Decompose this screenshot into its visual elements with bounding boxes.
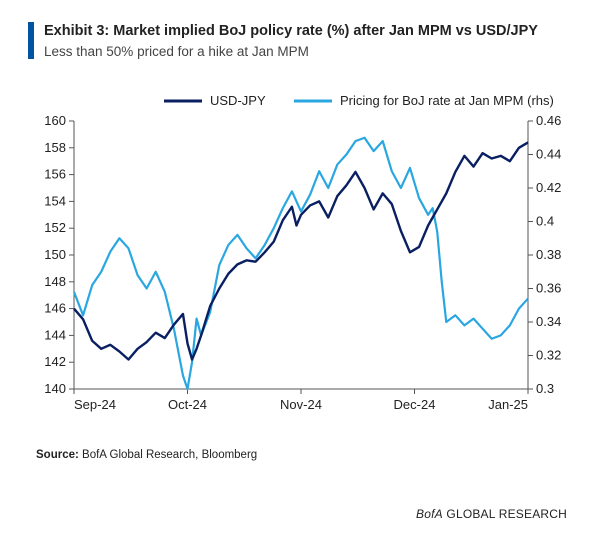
y-left-label: 142 [44,354,66,369]
title-row: Exhibit 3: Market implied BoJ policy rat… [28,22,563,59]
y-left-label: 158 [44,139,66,154]
y-left-label: 150 [44,247,66,262]
chart-header: Exhibit 3: Market implied BoJ policy rat… [0,0,591,65]
y-left-label: 160 [44,113,66,128]
y-left-label: 148 [44,273,66,288]
y-left-label: 152 [44,220,66,235]
source-line: Source: BofA Global Research, Bloomberg [36,449,591,461]
y-left-label: 144 [44,327,66,342]
x-label: Jan-25 [488,397,528,412]
x-label: Dec-24 [394,397,436,412]
y-left-label: 154 [44,193,66,208]
y-right-label: 0.46 [536,113,561,128]
source-text: BofA Global Research, Bloomberg [82,449,257,461]
y-right-label: 0.36 [536,280,561,295]
y-right-label: 0.4 [536,213,554,228]
chart-subtitle: Less than 50% priced for a hike at Jan M… [44,44,538,59]
y-left-label: 140 [44,381,66,396]
y-right-label: 0.34 [536,314,561,329]
brand-text: GLOBAL RESEARCH [446,507,567,521]
series-boj-rate [74,137,528,388]
chart-container: USD-JPY Pricing for BoJ rate at Jan MPM (… [28,79,568,439]
legend-label-2: Pricing for BoJ rate at Jan MPM (rhs) [340,93,554,108]
y-right-label: 0.38 [536,247,561,262]
y-right-label: 0.32 [536,347,561,362]
legend: USD-JPY Pricing for BoJ rate at Jan MPM (… [164,93,554,108]
y-right-label: 0.44 [536,146,561,161]
x-label: Nov-24 [280,397,322,412]
y-right-label: 0.42 [536,180,561,195]
series-usd-jpy [74,142,528,359]
title-accent-bar [28,22,34,59]
y-left-label: 156 [44,166,66,181]
source-label: Source: [36,449,79,461]
y-right-label: 0.3 [536,381,554,396]
line-chart: USD-JPY Pricing for BoJ rate at Jan MPM (… [28,79,568,439]
chart-title: Exhibit 3: Market implied BoJ policy rat… [44,22,538,42]
y-left-label: 146 [44,300,66,315]
brand-mark: BofA GLOBAL RESEARCH [416,507,567,521]
title-text-block: Exhibit 3: Market implied BoJ policy rat… [44,22,538,59]
x-label: Oct-24 [168,397,207,412]
x-label: Sep-24 [74,397,116,412]
legend-label-1: USD-JPY [210,93,266,108]
